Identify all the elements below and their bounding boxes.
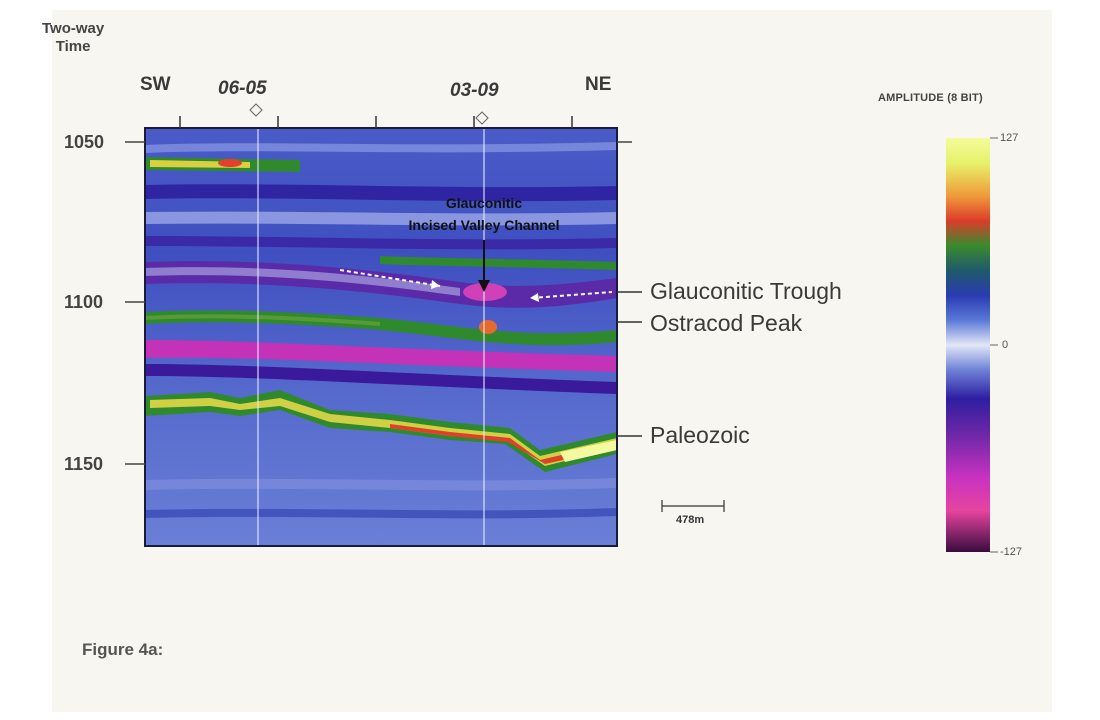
horizon-label-paleozoic: Paleozoic — [650, 422, 750, 448]
horizon-leaders — [617, 291, 642, 437]
colorbar-mid-label: 0 — [1002, 339, 1009, 351]
time-tick-1150: 1150 — [64, 454, 104, 474]
well-markers — [249, 103, 489, 125]
top-ticks — [179, 116, 573, 128]
channel-annotation: Glauconitic Incised Valley Channel — [386, 192, 582, 236]
colorbar-max-label: 127 — [1000, 132, 1019, 144]
horizon-label-ostracod-peak: Ostracod Peak — [650, 310, 803, 336]
channel-annotation-line2: Incised Valley Channel — [408, 217, 560, 233]
time-tick-1050: 1050 — [64, 132, 105, 152]
time-tick-1100: 1100 — [64, 292, 104, 312]
scale-bar-label: 478m — [676, 514, 705, 526]
horizon-label-glauconitic-trough: Glauconitic Trough — [650, 278, 842, 304]
scale-bar — [661, 500, 725, 512]
direction-sw: SW — [140, 74, 171, 95]
colorbar-title: AMPLITUDE (8 BIT) — [878, 92, 983, 104]
channel-arrow — [478, 240, 490, 292]
time-axis-title: Two-way Time — [42, 20, 104, 56]
time-axis-title-line2: Time — [55, 38, 91, 55]
colorbar-ticks — [990, 137, 998, 553]
direction-ne: NE — [585, 74, 612, 95]
figure-caption: Figure 4a: — [82, 640, 164, 659]
time-axis-ticks — [125, 141, 632, 465]
channel-annotation-line1: Glauconitic — [445, 195, 523, 211]
colorbar-min-label: -127 — [1000, 546, 1023, 558]
well-label-03-09: 03-09 — [450, 80, 499, 101]
seismic-section — [145, 128, 617, 546]
amplitude-colorbar — [946, 138, 990, 552]
well-label-06-05: 06-05 — [218, 78, 267, 99]
time-axis-title-line1: Two-way — [42, 20, 105, 37]
